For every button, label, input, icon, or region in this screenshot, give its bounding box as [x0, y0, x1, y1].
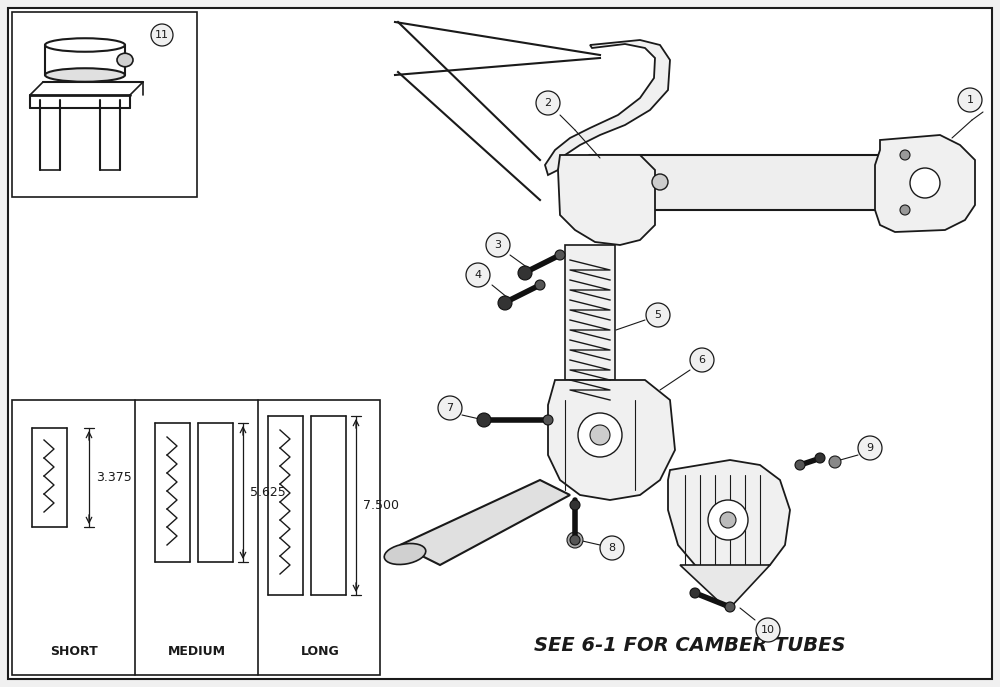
Circle shape	[829, 456, 841, 468]
Ellipse shape	[45, 38, 125, 52]
Circle shape	[477, 413, 491, 427]
Circle shape	[466, 263, 490, 287]
Circle shape	[690, 348, 714, 372]
Polygon shape	[668, 460, 790, 575]
Circle shape	[858, 436, 882, 460]
Circle shape	[646, 303, 670, 327]
Text: SHORT: SHORT	[50, 645, 98, 658]
Text: 5: 5	[654, 310, 662, 320]
Circle shape	[151, 24, 173, 46]
Circle shape	[438, 396, 462, 420]
Text: 6: 6	[698, 355, 706, 365]
Circle shape	[536, 91, 560, 115]
Polygon shape	[558, 155, 655, 245]
Polygon shape	[545, 40, 670, 175]
Text: MEDIUM: MEDIUM	[168, 645, 226, 658]
Circle shape	[958, 88, 982, 112]
Circle shape	[535, 280, 545, 290]
Circle shape	[910, 168, 940, 198]
Circle shape	[567, 532, 583, 548]
Bar	[12, 400, 380, 675]
Text: 7: 7	[446, 403, 454, 413]
Polygon shape	[548, 380, 675, 500]
Circle shape	[498, 296, 512, 310]
Text: 5.625: 5.625	[250, 486, 286, 499]
Text: 9: 9	[866, 443, 874, 453]
Circle shape	[570, 500, 580, 510]
Text: 11: 11	[155, 30, 169, 40]
Circle shape	[708, 500, 748, 540]
Circle shape	[756, 618, 780, 642]
Ellipse shape	[384, 543, 426, 565]
Text: SEE 6-1 FOR CAMBER TUBES: SEE 6-1 FOR CAMBER TUBES	[534, 636, 846, 655]
Text: 2: 2	[544, 98, 552, 108]
Text: 8: 8	[608, 543, 616, 553]
Polygon shape	[875, 135, 975, 232]
Text: 7.500: 7.500	[363, 499, 399, 512]
Circle shape	[720, 512, 736, 528]
Circle shape	[652, 174, 668, 190]
Text: 3: 3	[495, 240, 502, 250]
Circle shape	[543, 415, 553, 425]
Bar	[590, 155, 950, 210]
Circle shape	[795, 460, 805, 470]
Circle shape	[725, 602, 735, 612]
Circle shape	[590, 425, 610, 445]
Circle shape	[486, 233, 510, 257]
Circle shape	[690, 588, 700, 598]
Ellipse shape	[932, 155, 968, 210]
Circle shape	[900, 150, 910, 160]
Ellipse shape	[45, 68, 125, 82]
Circle shape	[578, 413, 622, 457]
Bar	[565, 245, 615, 380]
Text: 4: 4	[474, 270, 482, 280]
Bar	[12, 12, 197, 197]
Circle shape	[900, 205, 910, 215]
Circle shape	[600, 536, 624, 560]
Circle shape	[570, 535, 580, 545]
Ellipse shape	[581, 155, 599, 210]
Circle shape	[518, 266, 532, 280]
Polygon shape	[680, 565, 770, 610]
Text: 1: 1	[966, 95, 974, 105]
Circle shape	[555, 250, 565, 260]
Ellipse shape	[117, 54, 133, 67]
Text: LONG: LONG	[301, 645, 339, 658]
Text: 10: 10	[761, 625, 775, 635]
Polygon shape	[400, 480, 570, 565]
Circle shape	[815, 453, 825, 463]
Text: 3.375: 3.375	[96, 471, 132, 484]
